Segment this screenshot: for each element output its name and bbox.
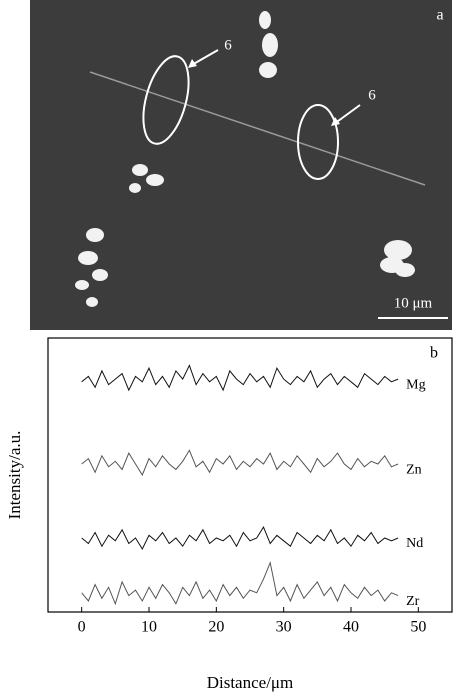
annotation: 6 xyxy=(224,37,232,53)
scan-line xyxy=(89,71,426,186)
intensity-line xyxy=(81,526,399,551)
intensity-line xyxy=(81,560,399,606)
intensity-line xyxy=(81,449,399,477)
arrowhead xyxy=(188,59,197,68)
x-tick-label: 50 xyxy=(410,619,426,636)
x-tick-label: 40 xyxy=(343,619,359,636)
series-label: Nd xyxy=(406,536,423,551)
x-tick-label: 0 xyxy=(78,619,86,636)
x-tick-label: 10 xyxy=(141,619,157,636)
panel-label: b xyxy=(430,345,438,362)
y-axis-label: Intensity/a.u. xyxy=(5,431,24,520)
micrograph: 10 μm a 6 6 xyxy=(30,0,452,330)
intensity-line xyxy=(81,364,399,392)
plot-frame xyxy=(47,337,453,613)
series-label: Zr xyxy=(406,594,420,609)
arrow xyxy=(333,104,361,125)
x-axis-label: Distance/μm xyxy=(207,673,294,692)
panel-label: a xyxy=(436,7,443,24)
particles xyxy=(75,11,415,307)
scale-bar-label: 10 μm xyxy=(394,295,433,311)
annotation: 6 xyxy=(368,87,376,103)
x-tick-label: 20 xyxy=(208,619,224,636)
series-label: Zn xyxy=(406,462,422,477)
region-ellipse xyxy=(142,55,190,145)
region-ellipse xyxy=(297,104,339,180)
arrowhead xyxy=(331,117,340,126)
series-label: Mg xyxy=(406,377,425,392)
x-tick-label: 30 xyxy=(276,619,292,636)
sem-image xyxy=(30,0,452,330)
